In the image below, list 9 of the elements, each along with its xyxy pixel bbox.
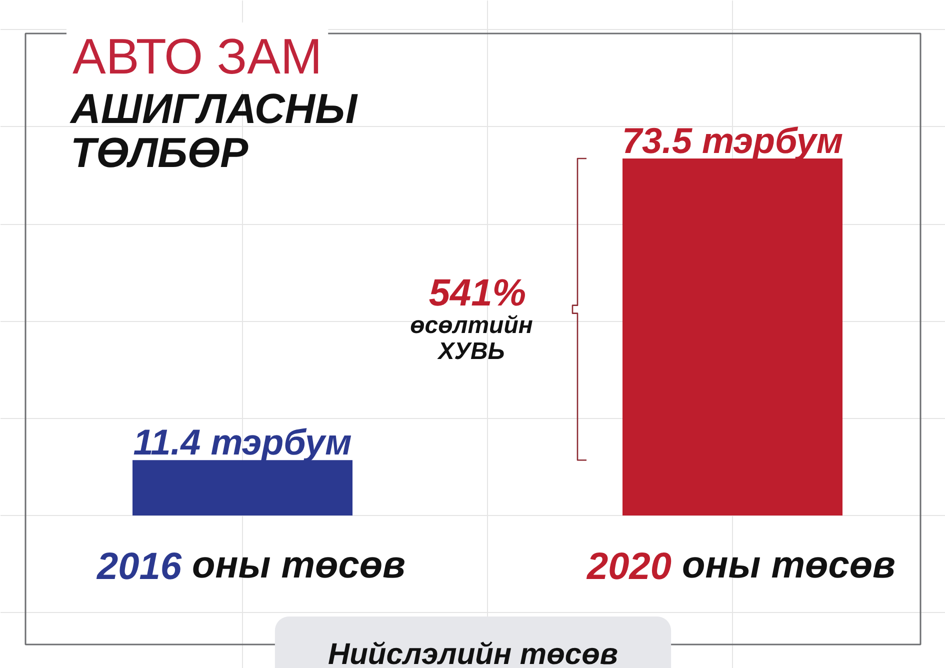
x-axis-title: Нийслэлийн төсөв: [328, 638, 618, 668]
data-label: 11.4 тэрбум: [133, 422, 352, 463]
data-label: 73.5 тэрбум: [622, 120, 844, 161]
x-tick-label: 2016 оны төсөв: [96, 544, 406, 588]
chart-subtitle: АШИГЛАСНЫ ТӨЛБӨР: [70, 85, 358, 176]
chart-title: АВТО ЗАМ: [72, 28, 322, 84]
annotation: өсөлтийн ХУВЬ: [410, 312, 534, 365]
annotation: 541%: [428, 272, 526, 314]
x-tick-label: 2020 оны төсөв: [586, 544, 896, 588]
